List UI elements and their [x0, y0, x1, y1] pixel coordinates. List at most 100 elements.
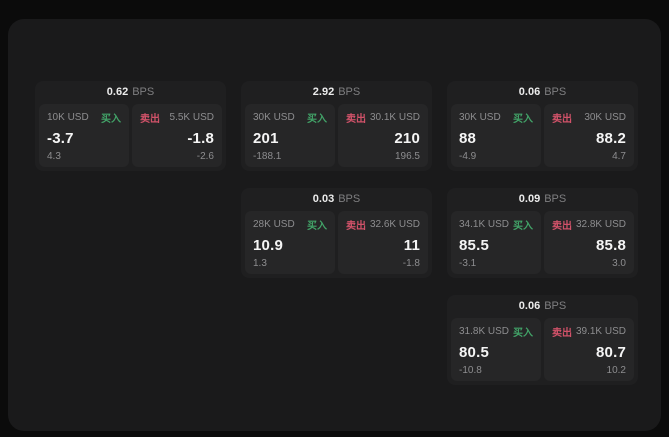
buy-label: 买入 — [513, 114, 533, 125]
buy-pane[interactable]: 31.8K USD 买入 80.5 -10.8 — [451, 318, 541, 381]
bps-value: 0.06 — [518, 300, 541, 312]
buy-price: 85.5 — [459, 236, 489, 254]
card-header: 0.09 BPS — [447, 188, 638, 211]
sell-label: 卖出 — [140, 114, 160, 125]
card-header: 0.62 BPS — [35, 81, 226, 104]
buy-top-row: 28K USD 买入 — [253, 217, 327, 232]
sell-label: 卖出 — [552, 328, 572, 339]
quote-card: 2.92 BPS 30K USD 买入 201 -188.1 卖出 30.1K … — [241, 81, 432, 171]
bps-unit-label: BPS — [338, 86, 361, 98]
card-body: 31.8K USD 买入 80.5 -10.8 卖出 39.1K USD 80.… — [447, 318, 638, 385]
buy-label: 买入 — [513, 328, 533, 339]
buy-top-row: 30K USD 买入 — [459, 110, 533, 125]
buy-amount: 10K USD — [47, 112, 89, 123]
sell-change: 3.0 — [612, 258, 626, 269]
sell-top-row: 卖出 32.6K USD — [346, 217, 420, 232]
sell-amount: 39.1K USD — [575, 326, 626, 337]
sell-change: -2.6 — [196, 151, 214, 162]
card-body: 34.1K USD 买入 85.5 -3.1 卖出 32.8K USD 85.8… — [447, 211, 638, 278]
bps-unit-label: BPS — [544, 193, 567, 205]
sell-change: 196.5 — [394, 151, 420, 162]
sell-label: 卖出 — [552, 221, 572, 232]
buy-price: 10.9 — [253, 236, 283, 254]
buy-label: 买入 — [307, 221, 327, 232]
sell-pane[interactable]: 卖出 32.8K USD 85.8 3.0 — [544, 211, 634, 274]
main-panel: 0.62 BPS 10K USD 买入 -3.7 4.3 卖出 5.5K USD… — [8, 19, 661, 431]
sell-top-row: 卖出 30.1K USD — [346, 110, 420, 125]
buy-price: 80.5 — [459, 343, 489, 361]
quote-card: 0.09 BPS 34.1K USD 买入 85.5 -3.1 卖出 32.8K… — [447, 188, 638, 278]
buy-amount: 30K USD — [459, 112, 501, 123]
buy-top-row: 30K USD 买入 — [253, 110, 327, 125]
bps-value: 0.06 — [518, 86, 541, 98]
buy-pane[interactable]: 30K USD 买入 88 -4.9 — [451, 104, 541, 167]
buy-price: -3.7 — [47, 129, 74, 147]
buy-amount: 31.8K USD — [459, 326, 510, 337]
sell-pane[interactable]: 卖出 30.1K USD 210 196.5 — [338, 104, 428, 167]
buy-pane[interactable]: 30K USD 买入 201 -188.1 — [245, 104, 335, 167]
buy-top-row: 31.8K USD 买入 — [459, 324, 533, 339]
buy-top-row: 10K USD 买入 — [47, 110, 121, 125]
sell-change: 4.7 — [612, 151, 626, 162]
sell-pane[interactable]: 卖出 39.1K USD 80.7 10.2 — [544, 318, 634, 381]
buy-pane[interactable]: 28K USD 买入 10.9 1.3 — [245, 211, 335, 274]
buy-change: 1.3 — [253, 258, 267, 269]
sell-price: 88.2 — [596, 129, 626, 147]
quote-card: 0.06 BPS 31.8K USD 买入 80.5 -10.8 卖出 39.1… — [447, 295, 638, 385]
sell-label: 卖出 — [346, 221, 366, 232]
quote-card: 0.06 BPS 30K USD 买入 88 -4.9 卖出 30K USD 8… — [447, 81, 638, 171]
sell-amount: 32.8K USD — [575, 219, 626, 230]
buy-label: 买入 — [513, 221, 533, 232]
buy-price: 201 — [253, 129, 279, 147]
bps-unit-label: BPS — [132, 86, 155, 98]
sell-amount: 30.1K USD — [369, 112, 420, 123]
sell-pane[interactable]: 卖出 32.6K USD 11 -1.8 — [338, 211, 428, 274]
card-header: 0.03 BPS — [241, 188, 432, 211]
sell-price: 80.7 — [596, 343, 626, 361]
sell-top-row: 卖出 5.5K USD — [140, 110, 214, 125]
card-body: 30K USD 买入 88 -4.9 卖出 30K USD 88.2 4.7 — [447, 104, 638, 171]
buy-label: 买入 — [101, 114, 121, 125]
buy-change: -3.1 — [459, 258, 477, 269]
sell-pane[interactable]: 卖出 30K USD 88.2 4.7 — [544, 104, 634, 167]
card-header: 0.06 BPS — [447, 295, 638, 318]
bps-unit-label: BPS — [544, 300, 567, 312]
buy-change: 4.3 — [47, 151, 61, 162]
buy-amount: 30K USD — [253, 112, 295, 123]
bps-value: 2.92 — [312, 86, 335, 98]
buy-top-row: 34.1K USD 买入 — [459, 217, 533, 232]
bps-unit-label: BPS — [338, 193, 361, 205]
bps-value: 0.62 — [106, 86, 129, 98]
card-header: 2.92 BPS — [241, 81, 432, 104]
card-body: 28K USD 买入 10.9 1.3 卖出 32.6K USD 11 -1.8 — [241, 211, 432, 278]
card-body: 10K USD 买入 -3.7 4.3 卖出 5.5K USD -1.8 -2.… — [35, 104, 226, 171]
buy-label: 买入 — [307, 114, 327, 125]
sell-amount: 32.6K USD — [369, 219, 420, 230]
bps-value: 0.03 — [312, 193, 335, 205]
sell-price: 210 — [394, 129, 420, 147]
sell-amount: 30K USD — [584, 112, 626, 123]
sell-pane[interactable]: 卖出 5.5K USD -1.8 -2.6 — [132, 104, 222, 167]
sell-change: -1.8 — [402, 258, 420, 269]
buy-pane[interactable]: 10K USD 买入 -3.7 4.3 — [39, 104, 129, 167]
buy-change: -188.1 — [253, 151, 282, 162]
bps-value: 0.09 — [518, 193, 541, 205]
quote-card: 0.03 BPS 28K USD 买入 10.9 1.3 卖出 32.6K US… — [241, 188, 432, 278]
sell-price: -1.8 — [187, 129, 214, 147]
buy-pane[interactable]: 34.1K USD 买入 85.5 -3.1 — [451, 211, 541, 274]
sell-top-row: 卖出 32.8K USD — [552, 217, 626, 232]
bps-unit-label: BPS — [544, 86, 567, 98]
buy-amount: 34.1K USD — [459, 219, 510, 230]
card-body: 30K USD 买入 201 -188.1 卖出 30.1K USD 210 1… — [241, 104, 432, 171]
sell-top-row: 卖出 30K USD — [552, 110, 626, 125]
buy-change: -10.8 — [459, 365, 482, 376]
card-header: 0.06 BPS — [447, 81, 638, 104]
sell-label: 卖出 — [552, 114, 572, 125]
sell-change: 10.2 — [606, 365, 626, 376]
cards-grid: 0.62 BPS 10K USD 买入 -3.7 4.3 卖出 5.5K USD… — [35, 81, 638, 385]
quote-card: 0.62 BPS 10K USD 买入 -3.7 4.3 卖出 5.5K USD… — [35, 81, 226, 171]
sell-price: 85.8 — [596, 236, 626, 254]
buy-price: 88 — [459, 129, 477, 147]
buy-amount: 28K USD — [253, 219, 295, 230]
sell-label: 卖出 — [346, 114, 366, 125]
